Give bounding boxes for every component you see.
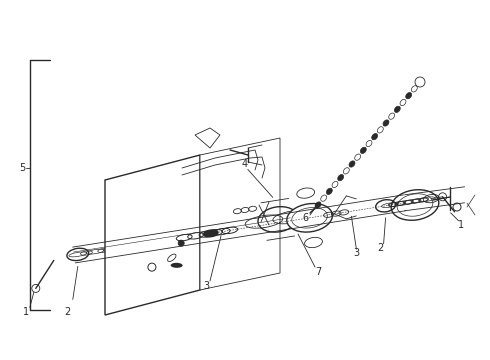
Ellipse shape <box>377 127 383 133</box>
Ellipse shape <box>343 168 349 174</box>
Text: 2: 2 <box>65 307 71 318</box>
Ellipse shape <box>349 161 355 167</box>
Text: 4: 4 <box>242 159 248 170</box>
Ellipse shape <box>332 181 338 188</box>
Ellipse shape <box>383 120 389 126</box>
Ellipse shape <box>391 190 439 220</box>
Circle shape <box>415 77 425 87</box>
Text: 5: 5 <box>19 163 25 173</box>
Text: 1: 1 <box>458 220 464 230</box>
Text: 3: 3 <box>353 248 360 258</box>
Text: 2: 2 <box>377 243 384 253</box>
Polygon shape <box>105 155 200 315</box>
Ellipse shape <box>315 202 321 208</box>
Ellipse shape <box>400 99 406 105</box>
Circle shape <box>178 240 184 246</box>
Polygon shape <box>195 128 220 148</box>
Ellipse shape <box>389 113 394 119</box>
Ellipse shape <box>305 237 322 248</box>
Polygon shape <box>200 138 280 290</box>
Text: 7: 7 <box>315 267 321 277</box>
Ellipse shape <box>326 188 332 194</box>
Text: 6: 6 <box>302 213 308 223</box>
Ellipse shape <box>394 106 400 112</box>
Ellipse shape <box>321 195 327 201</box>
Ellipse shape <box>412 86 417 92</box>
Ellipse shape <box>338 175 343 181</box>
Ellipse shape <box>406 93 412 99</box>
Ellipse shape <box>203 229 219 238</box>
Text: 3: 3 <box>203 281 209 291</box>
Ellipse shape <box>355 154 361 160</box>
Text: 1: 1 <box>23 307 29 318</box>
Ellipse shape <box>171 263 183 268</box>
Ellipse shape <box>366 140 372 147</box>
Ellipse shape <box>360 147 367 153</box>
Ellipse shape <box>287 203 332 232</box>
Ellipse shape <box>297 188 315 198</box>
Ellipse shape <box>372 134 378 140</box>
